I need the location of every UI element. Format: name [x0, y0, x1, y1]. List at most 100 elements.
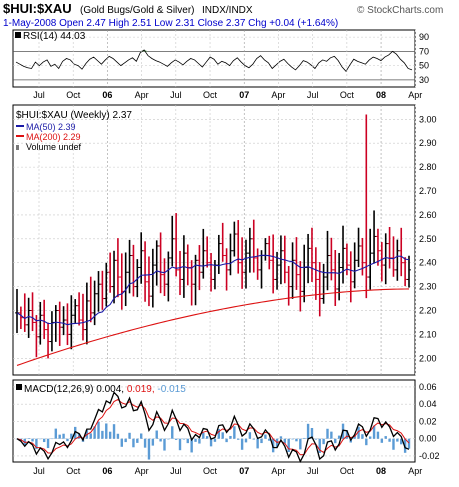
price-tick-label: 2.40: [419, 258, 437, 268]
macd-histogram-bar: [244, 438, 248, 443]
macd-histogram-bar: [334, 438, 337, 444]
macd-histogram-bar: [337, 435, 341, 439]
macd-histogram-bar: [291, 438, 294, 440]
price-tick-label: 2.10: [419, 329, 437, 339]
rsi-tick-label: 70: [419, 46, 429, 56]
x-axis-label: Oct: [340, 466, 355, 476]
macd-histogram-bar: [190, 438, 193, 453]
x-axis-label: Oct: [66, 466, 81, 476]
x-axis-label: Jul: [170, 90, 182, 100]
macd-tick-label: 0.00: [419, 434, 437, 444]
volume-legend: Volume undef: [26, 142, 82, 152]
chart-symbol: $HUI:$XAU: [3, 1, 72, 16]
x-axis-label: Oct: [203, 466, 218, 476]
macd-histogram-bar: [365, 438, 368, 446]
macd-histogram-bar: [155, 430, 158, 439]
macd-histogram-bar: [132, 438, 135, 448]
rsi-tick-label: 50: [419, 61, 429, 71]
macd-histogram-bar: [396, 438, 399, 442]
macd-histogram-bar: [217, 429, 221, 439]
chart-description: (Gold Bugs/Gold & Silver): [80, 5, 195, 16]
macd-line: [16, 391, 410, 463]
price-tick-label: 2.70: [419, 186, 437, 196]
x-axis-labels: Jul Jul Oct Oct 06 06 Apr Apr Jul Jul Oct Oct 07 07 Ap…: [33, 90, 422, 476]
x-axis-label: Oct: [203, 90, 218, 100]
ma50-legend: MA(50) 2.39: [26, 122, 76, 132]
macd-histogram-bar: [345, 430, 349, 439]
macd-histogram-bar: [283, 438, 287, 444]
macd-histogram-bar: [42, 438, 46, 443]
macd-histogram-bar: [368, 436, 372, 439]
macd-histogram-bar: [205, 436, 209, 439]
x-axis-label: Jul: [33, 90, 45, 100]
macd-histogram-bar: [62, 433, 65, 439]
price-panel: 2.00 2.10 2.20 2.30 2.40 2.50 2.60 2.70 2.80 2.90…: [12, 30, 437, 462]
price-tick-labels: 2.00 2.10 2.20 2.30 2.40 2.50 2.60 2.70 2.80 2.90…: [419, 114, 437, 363]
macd-histogram-bar: [353, 435, 356, 439]
price-title: $HUI:$XAU (Weekly) 2.37: [16, 110, 132, 121]
macd-histogram-bar: [318, 438, 321, 453]
volume-legend-swatch: [16, 145, 19, 150]
macd-histogram-bar: [46, 438, 50, 449]
x-axis-label: Oct: [66, 90, 81, 100]
x-axis-label: Jul: [170, 466, 182, 476]
macd-histogram-bar: [252, 438, 255, 440]
macd-histogram-bar: [151, 438, 155, 446]
macd-histogram-bar: [116, 433, 120, 439]
macd-title-histogram: -0.015: [157, 384, 186, 395]
ma50-line: [16, 254, 410, 326]
macd-histogram-bar: [171, 426, 174, 439]
macd-histogram-bar: [233, 426, 236, 439]
macd-histogram-bar: [70, 433, 73, 439]
x-axis-label: 06: [102, 90, 112, 100]
ma200-line: [16, 288, 410, 366]
price-tick-label: 2.50: [419, 234, 437, 244]
macd-histogram-bar: [322, 438, 325, 445]
macd-tick-label: 0.04: [419, 399, 437, 409]
macd-tick-label: 0.06: [419, 382, 437, 392]
macd-histogram-bar: [240, 438, 244, 450]
macd-histogram-bar: [194, 438, 197, 442]
macd-histogram-bar: [314, 438, 318, 440]
ma200-legend-swatch: [16, 135, 24, 137]
macd-histogram-bar: [124, 438, 127, 443]
x-axis-label: Apr: [408, 90, 422, 100]
macd-histogram-bar: [303, 437, 306, 439]
price-bars: [15, 114, 411, 359]
price-tick-label: 2.20: [419, 305, 437, 315]
rsi-tick-label: 30: [419, 75, 429, 85]
macd-histogram-bar: [372, 425, 376, 439]
macd-histogram-bar: [77, 433, 81, 439]
macd-histogram-bar: [27, 438, 30, 439]
rsi-panel: 90 70 50 30 RSI(14) 44.03: [12, 29, 429, 88]
macd-histogram-bar: [279, 436, 283, 439]
price-tick-label: 2.60: [419, 210, 437, 220]
macd-histogram: [15, 421, 411, 460]
macd-histogram-bar: [330, 431, 333, 439]
x-axis-label: Apr: [271, 466, 285, 476]
rsi-line: [15, 49, 413, 72]
macd-histogram-bar: [376, 431, 380, 439]
macd-histogram-bar: [407, 438, 411, 449]
macd-histogram-bar: [58, 434, 61, 439]
price-tick-label: 3.00: [419, 114, 437, 124]
macd-histogram-bar: [388, 438, 391, 442]
macd-histogram-bar: [384, 436, 387, 439]
macd-tick-labels: 0.06 0.04 0.02 0.00 -0.02: [419, 382, 440, 461]
macd-histogram-bar: [306, 423, 310, 439]
price-tick-label: 2.90: [419, 138, 437, 148]
rsi-legend-swatch: [15, 32, 21, 38]
macd-histogram-bar: [326, 428, 329, 439]
macd-histogram-bar: [186, 438, 189, 444]
macd-histogram-bar: [237, 438, 240, 440]
macd-histogram-bar: [35, 438, 38, 450]
x-axis-label: Apr: [135, 90, 149, 100]
macd-histogram-bar: [213, 438, 217, 442]
macd-histogram-bar: [392, 438, 395, 450]
quote-line: 1-May-2008 Open 2.47 High 2.51 Low 2.31 …: [3, 18, 338, 29]
price-tick-label: 2.80: [419, 162, 437, 172]
macd-histogram-bar: [229, 435, 232, 439]
x-axis-label: Apr: [135, 466, 149, 476]
macd-histogram-bar: [50, 438, 54, 440]
